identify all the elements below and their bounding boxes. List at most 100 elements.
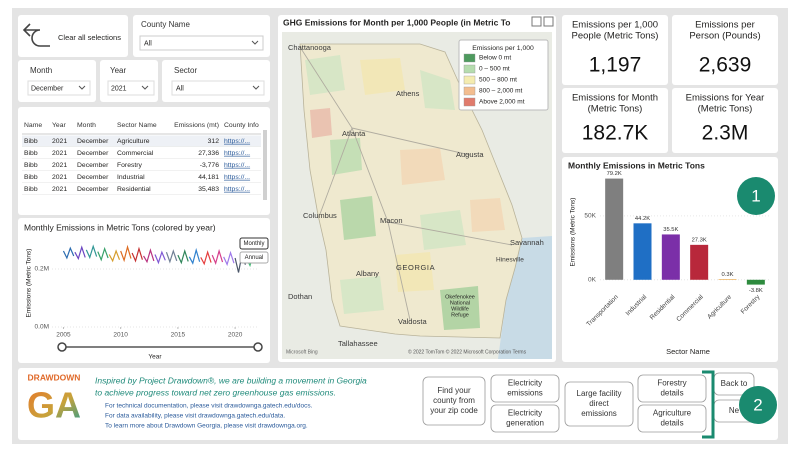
toggle-button[interactable]: [239, 251, 269, 264]
refuge-label: Refuge: [451, 312, 469, 318]
bar: [690, 244, 709, 280]
button-label[interactable]: emissions: [581, 409, 617, 418]
place-label: GEORGIA: [396, 263, 435, 272]
county-area: [305, 55, 345, 95]
filter-value: December: [31, 85, 64, 92]
button-label[interactable]: Forestry: [657, 379, 686, 388]
focus-icon[interactable]: [543, 16, 554, 27]
filter-icon[interactable]: [531, 16, 542, 27]
month-filter: Month December: [18, 60, 96, 102]
button-label[interactable]: Agriculture: [653, 409, 692, 418]
table-link[interactable]: https://...: [224, 162, 250, 169]
bar-chart: Monthly Emissions in Metric Tons Emissio…: [562, 157, 778, 362]
table-link[interactable]: https://...: [224, 138, 250, 145]
button-label[interactable]: Electricity: [508, 409, 542, 418]
line-series: [131, 246, 143, 263]
button-label[interactable]: Large facility: [577, 389, 622, 398]
button-label[interactable]: direct: [589, 399, 609, 408]
mission-text: to achieve progress toward net zero gree…: [95, 387, 336, 397]
scrollbar[interactable]: [263, 130, 267, 200]
chart-title: Monthly Emissions in Metric Tons: [568, 160, 705, 170]
link-text[interactable]: For data availability, please visit draw…: [105, 413, 285, 420]
button-box[interactable]: [490, 404, 560, 433]
button-box[interactable]: [637, 374, 707, 403]
slider-handle[interactable]: [253, 342, 263, 352]
data-label: 27.3K: [692, 237, 707, 243]
county-area: [360, 58, 405, 95]
line-series: [62, 246, 75, 260]
button-label[interactable]: details: [660, 419, 683, 428]
road: [351, 127, 471, 156]
place-label: Hinesville: [496, 257, 524, 264]
place-label: Chattanooga: [288, 43, 332, 52]
y-axis-label: Emissions (Metric Tons): [570, 198, 577, 267]
table-cell: December: [77, 186, 109, 193]
roads: [299, 46, 513, 321]
filter-label: Month: [30, 66, 52, 75]
kpi-label: People (Metric Tons): [572, 31, 659, 42]
table-link[interactable]: https://...: [224, 174, 250, 181]
table-cell: 2021: [52, 138, 67, 145]
button-box[interactable]: [564, 381, 634, 427]
dropdown[interactable]: [139, 35, 264, 51]
table-link[interactable]: https://...: [224, 186, 250, 193]
button-label[interactable]: details: [660, 389, 683, 398]
dropdown[interactable]: [27, 80, 91, 96]
dropdown[interactable]: [107, 80, 155, 96]
y-tick-label: 0.2M: [35, 266, 49, 273]
map-attribution: © 2022 TomTom © 2022 Microsoft Corporati…: [408, 348, 527, 355]
nav-button[interactable]: Back to: [713, 372, 755, 396]
x-tick-label: 2005: [56, 332, 71, 339]
map-title: GHG Emissions for Month per 1,000 People…: [283, 17, 511, 27]
bar: [605, 178, 624, 280]
line-chart: Monthly Emissions in Metric Tons (colore…: [18, 218, 270, 363]
toggle-label[interactable]: Annual: [245, 255, 264, 261]
dropdown[interactable]: [171, 80, 265, 96]
button-label[interactable]: your zip code: [430, 406, 478, 415]
county-area: [400, 148, 445, 185]
table-cell: 44,181: [198, 174, 219, 181]
y-tick-label: 50K: [584, 213, 596, 220]
clear-selections[interactable]: Clear all selections: [18, 15, 128, 57]
table-cell: Industrial: [117, 174, 145, 181]
button-box[interactable]: [637, 404, 707, 433]
button-label[interactable]: emissions: [507, 389, 543, 398]
toggle-label[interactable]: Monthly: [243, 241, 264, 247]
map-legend: Emissions per 1,000 Below 0 mt 0 – 500 mt…: [458, 39, 549, 111]
button-label[interactable]: generation: [506, 419, 544, 428]
table-cell: Agriculture: [117, 138, 150, 145]
link-text[interactable]: For technical documentation, please visi…: [105, 403, 313, 410]
place-label: Albany: [356, 269, 379, 278]
slider-handle[interactable]: [57, 342, 67, 352]
link-text[interactable]: To learn more about Drawdown Georgia, pl…: [105, 423, 308, 430]
button-box[interactable]: [490, 374, 560, 403]
filter-value: All: [144, 40, 152, 47]
button-label[interactable]: county from: [433, 396, 475, 405]
line-series: [143, 248, 155, 264]
bar: [633, 223, 652, 280]
kpi-value: 1,197: [589, 54, 642, 77]
bracket: [702, 370, 715, 439]
data-label: 35.5K: [663, 227, 678, 233]
button-label[interactable]: Back to: [721, 379, 748, 388]
county-area: [470, 198, 505, 232]
chevron: [141, 85, 149, 90]
button-label[interactable]: Electricity: [508, 379, 542, 388]
table-link[interactable]: https://...: [224, 150, 250, 157]
clear-label[interactable]: Clear all selections: [58, 33, 121, 42]
kpi-card: [672, 88, 778, 153]
selected-row: [22, 135, 261, 147]
button-box[interactable]: [422, 376, 486, 426]
toggle-button[interactable]: [239, 237, 269, 250]
legend-label: Below 0 mt: [479, 55, 511, 62]
button-label[interactable]: Ne: [729, 406, 740, 415]
line-series: [200, 250, 212, 266]
button-label[interactable]: Find your: [437, 386, 471, 395]
county-area: [420, 70, 455, 110]
